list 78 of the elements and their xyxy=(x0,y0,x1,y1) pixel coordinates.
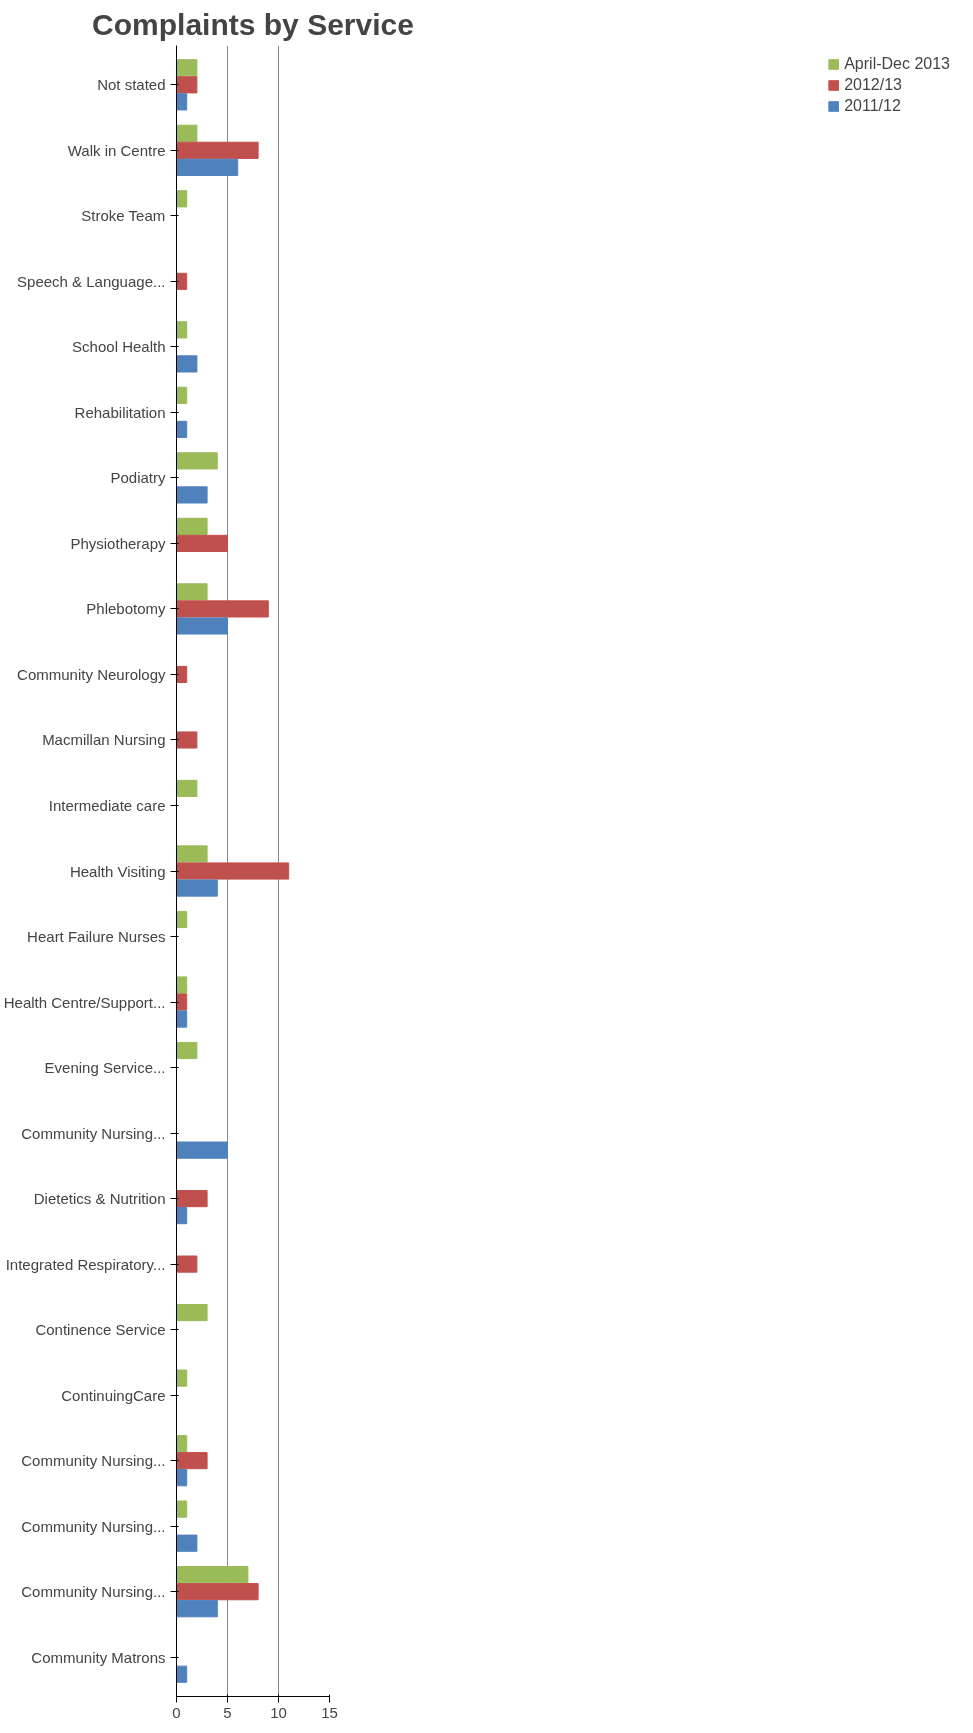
bar xyxy=(176,420,188,439)
bar xyxy=(176,59,198,77)
x-tick-label: 15 xyxy=(321,1703,338,1721)
bar xyxy=(176,1255,198,1273)
bar xyxy=(176,976,188,994)
legend-label: 2011/12 xyxy=(844,97,901,115)
bar xyxy=(176,1452,208,1470)
y-tick-label: Podiatry xyxy=(110,469,166,487)
bar xyxy=(176,879,218,897)
bar xyxy=(176,731,198,749)
bar xyxy=(176,1665,188,1683)
y-tick-label: Walk in Centre xyxy=(67,141,166,159)
y-tick-label: Health Visiting xyxy=(69,862,166,880)
bar xyxy=(176,1010,188,1028)
bar xyxy=(176,1303,208,1322)
bar xyxy=(176,1566,249,1584)
bar xyxy=(176,1600,218,1618)
bar xyxy=(176,124,198,142)
bar xyxy=(176,845,208,863)
bar xyxy=(176,910,188,929)
x-tick-label: 5 xyxy=(223,1703,232,1721)
y-tick-label: Community Nursing... xyxy=(21,1583,166,1601)
bar xyxy=(176,1041,198,1060)
y-tick-label: Stroke Team xyxy=(81,207,166,225)
legend-label: 2012/13 xyxy=(844,76,903,94)
y-tick-label: Macmillan Nursing xyxy=(42,731,166,749)
bar xyxy=(176,862,290,880)
bar xyxy=(176,76,198,94)
y-tick-label: Community Matrons xyxy=(31,1648,166,1666)
bar xyxy=(176,583,208,601)
bar xyxy=(176,272,188,290)
bar xyxy=(176,486,208,504)
bar xyxy=(176,141,259,159)
bar xyxy=(176,600,269,618)
bar xyxy=(176,1369,188,1387)
y-tick-label: Intermediate care xyxy=(48,796,166,814)
bar xyxy=(176,617,228,635)
bar xyxy=(176,1469,188,1487)
bar xyxy=(176,1207,188,1225)
bar xyxy=(176,534,228,553)
y-tick-label: Community Nursing... xyxy=(21,1452,166,1470)
x-tick-label: 0 xyxy=(172,1703,181,1721)
y-tick-label: Community Nursing... xyxy=(21,1517,166,1535)
bar xyxy=(176,386,188,404)
bar xyxy=(176,190,188,208)
bar xyxy=(176,1500,188,1518)
bar xyxy=(176,1583,259,1601)
bar xyxy=(176,321,188,339)
chart-title: Complaints by Service xyxy=(92,7,414,41)
bar xyxy=(176,1189,208,1208)
bar xyxy=(176,158,239,176)
bar xyxy=(176,665,188,684)
bar xyxy=(176,517,208,535)
y-tick-label: Phlebotomy xyxy=(86,600,166,618)
bar xyxy=(176,93,188,111)
y-tick-label: Continence Service xyxy=(35,1321,166,1339)
y-tick-label: Community Nursing... xyxy=(21,1124,166,1142)
x-tick-label: 10 xyxy=(270,1703,287,1721)
bar xyxy=(176,1534,198,1552)
y-tick-label: Community Neurology xyxy=(17,665,166,683)
y-tick-label: Evening Service... xyxy=(44,1059,166,1077)
bar xyxy=(176,355,198,373)
y-tick-label: Not stated xyxy=(97,76,166,94)
y-tick-label: Heart Failure Nurses xyxy=(27,928,166,946)
y-tick-label: School Health xyxy=(72,338,166,356)
bar xyxy=(176,779,198,798)
bar xyxy=(176,452,218,470)
y-tick-label: Rehabilitation xyxy=(74,403,166,421)
y-tick-label: Speech & Language... xyxy=(17,272,166,290)
y-tick-label: Dietetics & Nutrition xyxy=(33,1190,166,1208)
bar xyxy=(176,1141,228,1159)
y-tick-label: ContinuingCare xyxy=(61,1386,166,1404)
bar xyxy=(176,1435,188,1453)
y-tick-label: Physiotherapy xyxy=(70,534,166,552)
bar xyxy=(176,993,188,1011)
y-tick-label: Health Centre/Support... xyxy=(3,993,166,1011)
legend-label: April-Dec 2013 xyxy=(844,55,950,73)
y-tick-label: Integrated Respiratory... xyxy=(5,1255,166,1273)
